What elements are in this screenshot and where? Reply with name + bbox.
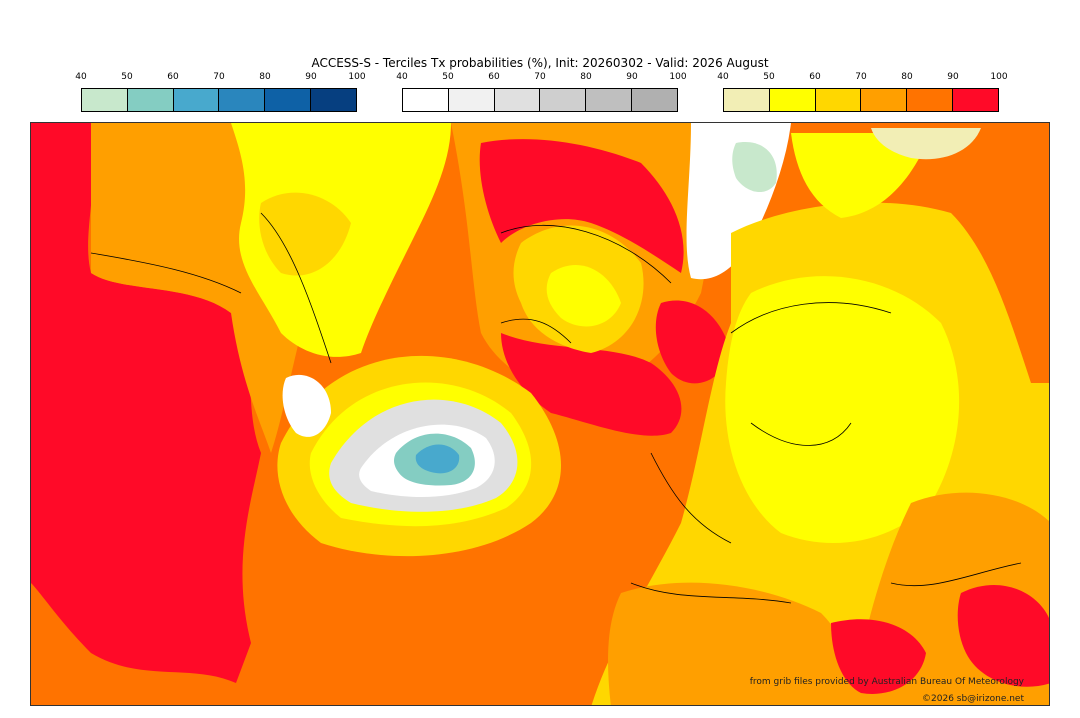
legend-below-normal: 40 50 60 70 80 90 100	[75, 72, 366, 112]
legend-tick: 90	[626, 72, 638, 82]
legend-tick: 70	[855, 72, 867, 82]
legend-tick: 100	[348, 72, 366, 82]
legend-tick: 90	[305, 72, 317, 82]
legend-swatch	[953, 89, 998, 111]
legend-swatch	[815, 89, 862, 111]
legend-tick: 40	[717, 72, 729, 82]
legend-swatch	[861, 89, 908, 111]
legend-tick: 80	[259, 72, 271, 82]
map-field-red-atlantic	[31, 123, 261, 683]
legend-above-ticks: 40 50 60 70 80 90 100	[717, 72, 1007, 84]
legend-normal-colorbar	[402, 88, 678, 112]
map-field-red-greenland-north	[479, 139, 684, 273]
map-field-green-arctic	[732, 142, 777, 193]
legend-tick: 70	[213, 72, 225, 82]
legend-tick: 90	[947, 72, 959, 82]
map-field-gold-canada	[259, 192, 351, 276]
legend-above-normal: 40 50 60 70 80 90 100	[717, 72, 1008, 112]
legend-tick: 50	[442, 72, 454, 82]
legend-swatch	[632, 89, 677, 111]
map-canvas	[31, 123, 1049, 705]
map-field-yellow-greenland	[546, 264, 621, 327]
legend-normal-ticks: 40 50 60 70 80 90 100	[396, 72, 686, 84]
legend-tick: 100	[990, 72, 1008, 82]
legend-swatch	[127, 89, 174, 111]
map-field-pale-russia	[871, 128, 981, 160]
coastlines	[90, 212, 1022, 604]
map-field-red-black-sea	[957, 585, 1049, 687]
legend-swatch	[219, 89, 266, 111]
legend-below-ticks: 40 50 60 70 80 90 100	[75, 72, 365, 84]
legend-tick: 50	[121, 72, 133, 82]
map-field-yellow-arctic-russia	[791, 133, 931, 218]
legend-below-colorbar	[81, 88, 357, 112]
legend-swatch	[540, 89, 587, 111]
copyright-credit: ©2026 sb@irizone.net	[922, 694, 1024, 704]
map-field-red-iceland	[501, 333, 682, 436]
legend-tick: 60	[488, 72, 500, 82]
legend-swatch	[724, 89, 770, 111]
map-field-blue-core	[415, 444, 460, 474]
map-field-red-norway-sea	[655, 300, 731, 384]
legend-tick: 100	[669, 72, 687, 82]
legend-tick: 60	[809, 72, 821, 82]
legend-swatch	[173, 89, 220, 111]
legend-tick: 60	[167, 72, 179, 82]
legend-swatch	[403, 89, 449, 111]
legend-tick: 70	[534, 72, 546, 82]
map-field-yellow-scandinavia	[725, 276, 960, 543]
map-field-white-labrador	[282, 374, 331, 437]
legend-tick: 40	[75, 72, 87, 82]
chart-title: ACCESS-S - Terciles Tx probabilities (%)…	[311, 56, 769, 70]
legend-swatch	[769, 89, 816, 111]
legend-swatch	[265, 89, 312, 111]
legend-swatch	[494, 89, 541, 111]
map-field-orange-north	[91, 123, 361, 453]
probability-map	[30, 122, 1050, 706]
legend-tick: 80	[901, 72, 913, 82]
legend-swatch	[448, 89, 495, 111]
legend-swatch	[82, 89, 128, 111]
map-field-orange-mediterranean	[608, 582, 855, 705]
source-credit: from grib files provided by Australian B…	[749, 677, 1024, 687]
legend-swatch	[907, 89, 954, 111]
map-field-red-central-med	[831, 619, 926, 694]
legend-swatch	[586, 89, 633, 111]
legend-tick: 40	[396, 72, 408, 82]
legend-near-normal: 40 50 60 70 80 90 100	[396, 72, 687, 112]
legend-tick: 50	[763, 72, 775, 82]
legend-swatch	[311, 89, 356, 111]
legend-tick: 80	[580, 72, 592, 82]
legend-above-colorbar	[723, 88, 999, 112]
